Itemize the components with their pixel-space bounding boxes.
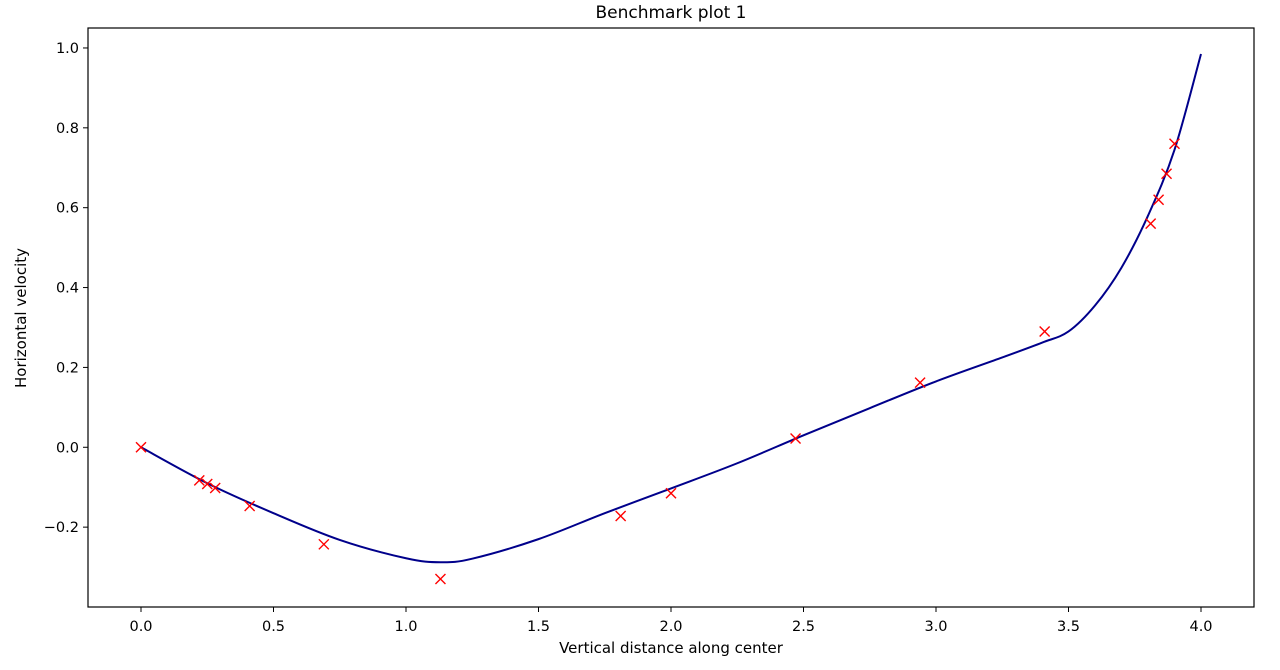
x-tick-label: 0.0: [129, 619, 152, 635]
plot-frame: [87, 27, 1255, 608]
x-tick-label: 0.5: [262, 619, 285, 635]
y-tick-label: 0.6: [56, 201, 79, 217]
data-point-marker: [193, 474, 205, 486]
chart-title: Benchmark plot 1: [595, 3, 746, 23]
x-tick-label: 4.0: [1189, 619, 1212, 635]
data-point-marker: [914, 377, 926, 389]
data-point-marker: [1039, 325, 1051, 337]
x-tick-label: 3.0: [924, 619, 947, 635]
x-tick-label: 2.5: [792, 619, 815, 635]
y-tick-label: 0.8: [56, 121, 79, 137]
x-axis: 0.0 0.5 1.0 1.5 2.0 2.5 3.0 3.5 4.0: [129, 607, 1213, 635]
data-point-marker: [318, 538, 330, 550]
data-point-marker: [434, 573, 446, 585]
x-tick-label: 3.5: [1057, 619, 1080, 635]
y-tick-label: 0.4: [56, 281, 79, 297]
series-line: [140, 53, 1202, 564]
y-axis: −0.2 0.0 0.2 0.4 0.6 0.8 1.0: [44, 41, 88, 536]
data-point-marker: [1145, 218, 1157, 230]
data-point-marker: [209, 482, 221, 494]
series-layer: [135, 53, 1202, 585]
x-tick-label: 1.5: [527, 619, 550, 635]
y-tick-label: 1.0: [56, 41, 79, 57]
data-point-marker: [1169, 138, 1180, 150]
x-tick-label: 1.0: [394, 619, 417, 635]
data-point-marker: [135, 441, 147, 453]
data-point-marker: [244, 500, 256, 512]
y-axis-label: Horizontal velocity: [12, 248, 30, 388]
x-axis-label: Vertical distance along center: [559, 639, 784, 657]
y-tick-label: 0.2: [56, 360, 79, 376]
x-tick-label: 2.0: [659, 619, 682, 635]
data-point-marker: [201, 478, 213, 490]
y-tick-label: 0.0: [56, 440, 79, 456]
data-point-marker: [665, 487, 677, 499]
plot-area: 0.0 0.5 1.0 1.5 2.0 2.5 3.0 3.5 4.0 −0.2 0.0 0.2 0.…: [44, 27, 1255, 635]
y-tick-label: −0.2: [44, 520, 79, 536]
data-point-marker: [1153, 194, 1165, 206]
data-point-marker: [1161, 168, 1173, 180]
data-point-marker: [790, 432, 802, 444]
data-point-marker: [615, 510, 627, 522]
